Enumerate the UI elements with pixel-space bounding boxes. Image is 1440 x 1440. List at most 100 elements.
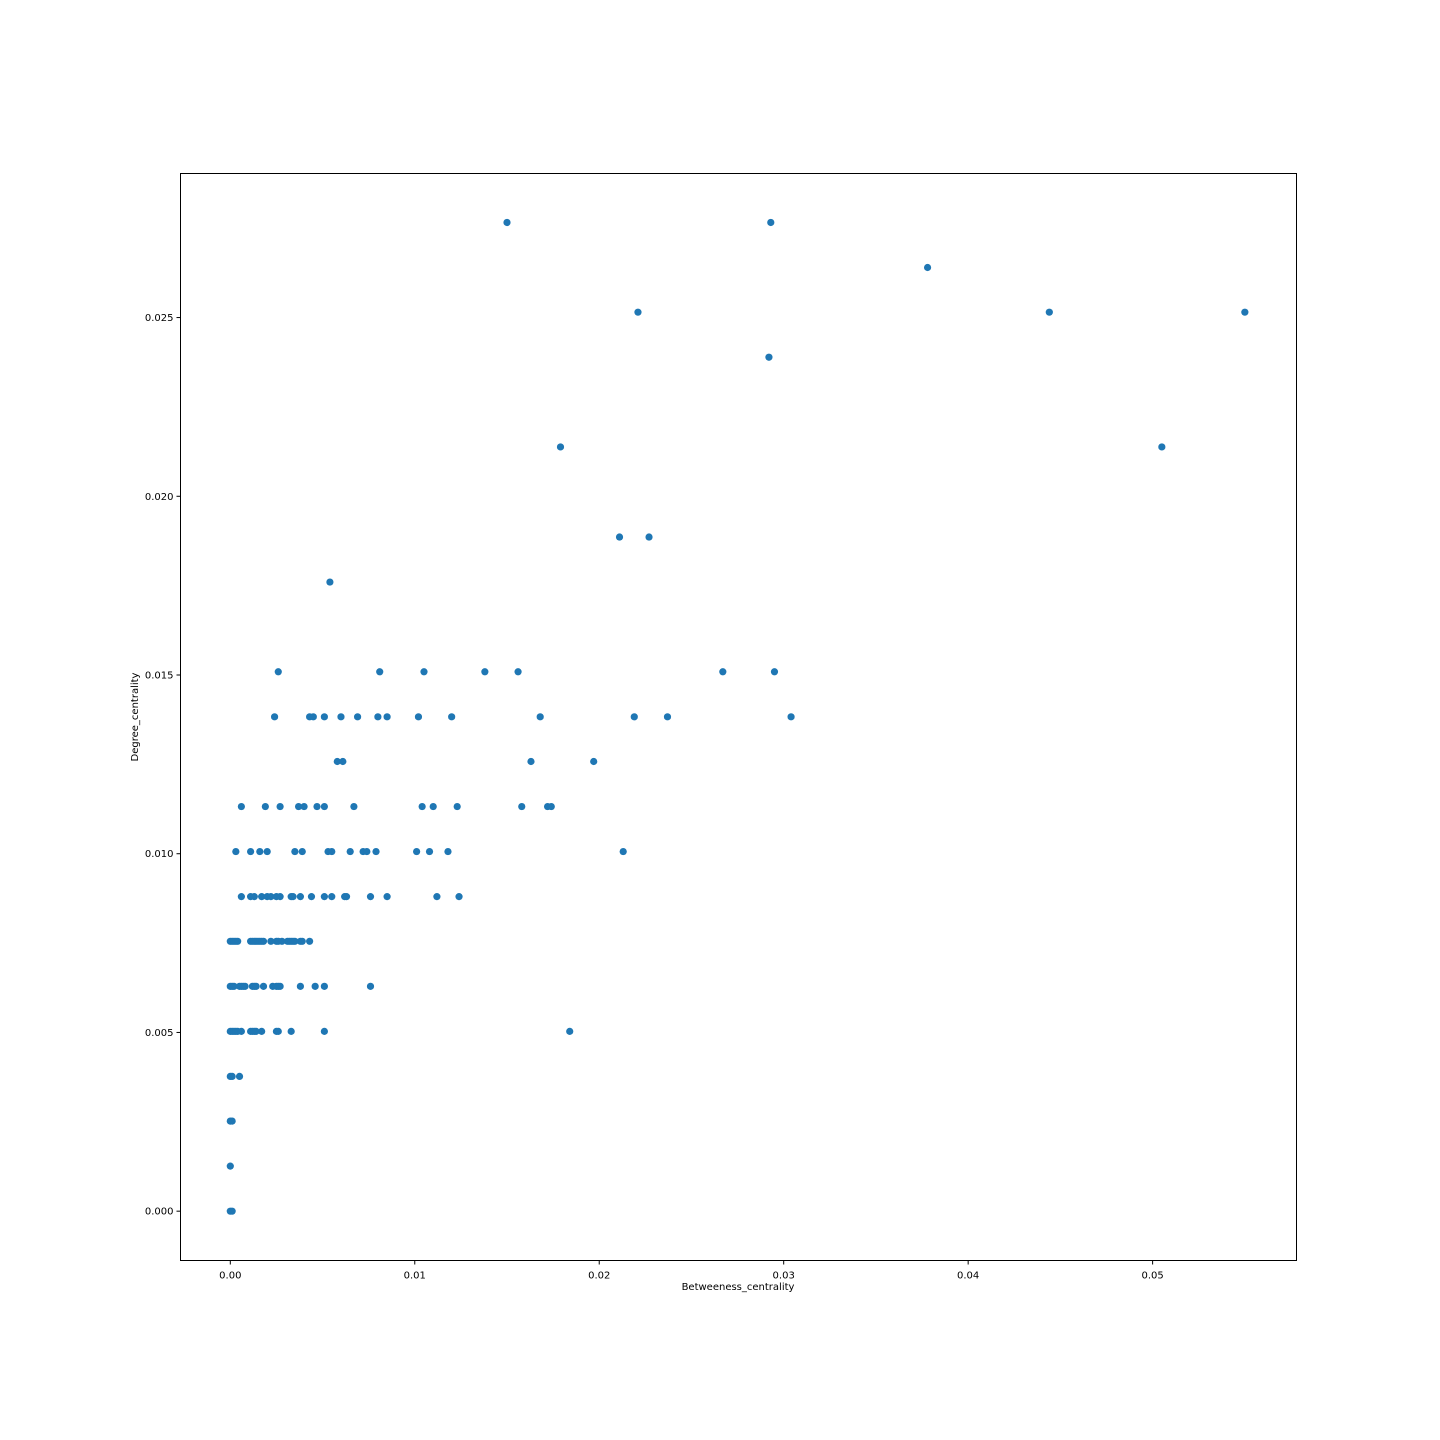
data-point	[294, 802, 303, 811]
data-point	[258, 1027, 266, 1035]
data-point	[481, 668, 489, 676]
y-tick-label: 0.005	[145, 1028, 174, 1039]
y-tick-label: 0.010	[145, 849, 174, 860]
data-point	[306, 937, 314, 945]
data-point	[413, 847, 421, 856]
data-point	[252, 982, 260, 990]
data-point	[276, 893, 284, 901]
data-point	[320, 893, 328, 901]
data-point	[270, 713, 279, 721]
data-point	[300, 802, 308, 811]
data-point	[630, 713, 638, 721]
data-point	[376, 668, 384, 676]
data-point	[425, 847, 434, 856]
data-point	[228, 1072, 236, 1081]
data-point	[274, 668, 282, 676]
data-point	[719, 668, 727, 676]
data-point	[311, 982, 319, 990]
data-point	[298, 937, 306, 945]
data-point	[383, 713, 391, 721]
data-point	[259, 937, 268, 945]
data-point	[326, 578, 334, 586]
x-axis-ticks: 0.00 0.01 0.02 0.03 0.04 0.05	[219, 1260, 1164, 1282]
x-tick-label: 0.02	[588, 1271, 610, 1282]
data-point	[278, 937, 286, 945]
data-point	[547, 802, 555, 811]
data-point	[420, 668, 428, 676]
y-tick-label: 0.025	[145, 313, 174, 324]
data-point	[770, 668, 779, 676]
data-point	[429, 802, 437, 811]
data-point	[307, 893, 316, 901]
data-point	[383, 893, 391, 901]
data-point	[291, 937, 299, 945]
x-tick-label: 0.03	[773, 1271, 795, 1282]
data-point	[787, 713, 795, 721]
y-tick-label: 0.000	[145, 1207, 174, 1218]
y-tick-label: 0.020	[145, 492, 174, 503]
y-axis-ticks: 0.000 0.005 0.010 0.015 0.020 0.025	[145, 313, 181, 1218]
data-point	[234, 937, 242, 945]
data-point	[414, 713, 423, 721]
data-point	[353, 713, 362, 721]
data-point	[339, 757, 347, 766]
data-point	[634, 308, 642, 316]
data-point	[258, 893, 266, 901]
data-point	[366, 893, 375, 901]
data-point	[263, 847, 271, 856]
data-point	[448, 713, 456, 721]
data-point	[615, 533, 624, 541]
data-point	[228, 1117, 236, 1125]
data-point	[237, 1027, 245, 1035]
data-point	[619, 847, 627, 856]
data-point	[1158, 443, 1166, 451]
data-point	[363, 847, 371, 856]
data-point	[296, 893, 304, 901]
data-point	[320, 802, 328, 811]
data-point	[1045, 308, 1053, 316]
data-point	[247, 847, 255, 856]
points-layer	[226, 218, 1249, 1215]
data-point	[346, 847, 354, 856]
data-point	[296, 982, 304, 990]
data-point	[663, 713, 672, 721]
data-point	[313, 802, 321, 811]
x-axis-label: Betweeness_centrality	[682, 1282, 795, 1293]
data-point	[276, 802, 284, 811]
data-point	[514, 668, 522, 676]
data-point	[241, 982, 249, 990]
data-point	[527, 757, 535, 766]
x-tick-label: 0.04	[957, 1271, 979, 1282]
y-axis-label: Degree_centrality	[130, 672, 141, 761]
data-point	[267, 937, 275, 945]
data-point	[337, 713, 345, 721]
data-point	[276, 982, 284, 990]
data-point	[250, 893, 258, 901]
data-point	[366, 982, 375, 990]
data-point	[453, 802, 461, 811]
data-point	[237, 893, 245, 901]
data-point	[232, 847, 240, 856]
data-point	[289, 893, 297, 901]
data-point	[765, 353, 773, 361]
data-point	[328, 893, 336, 901]
data-point	[923, 263, 932, 272]
data-point	[767, 218, 775, 227]
data-point	[320, 1027, 328, 1035]
data-point	[320, 982, 328, 990]
data-point	[291, 847, 299, 856]
data-point	[235, 1072, 244, 1081]
data-point	[518, 802, 526, 811]
data-point	[444, 847, 452, 856]
data-point	[455, 893, 463, 901]
data-point	[267, 893, 275, 901]
data-point	[328, 847, 336, 856]
x-tick-label: 0.01	[404, 1271, 426, 1282]
data-point	[350, 802, 358, 811]
data-point	[566, 1027, 574, 1035]
data-point	[256, 847, 264, 856]
data-point	[259, 982, 268, 990]
data-point	[261, 802, 269, 811]
